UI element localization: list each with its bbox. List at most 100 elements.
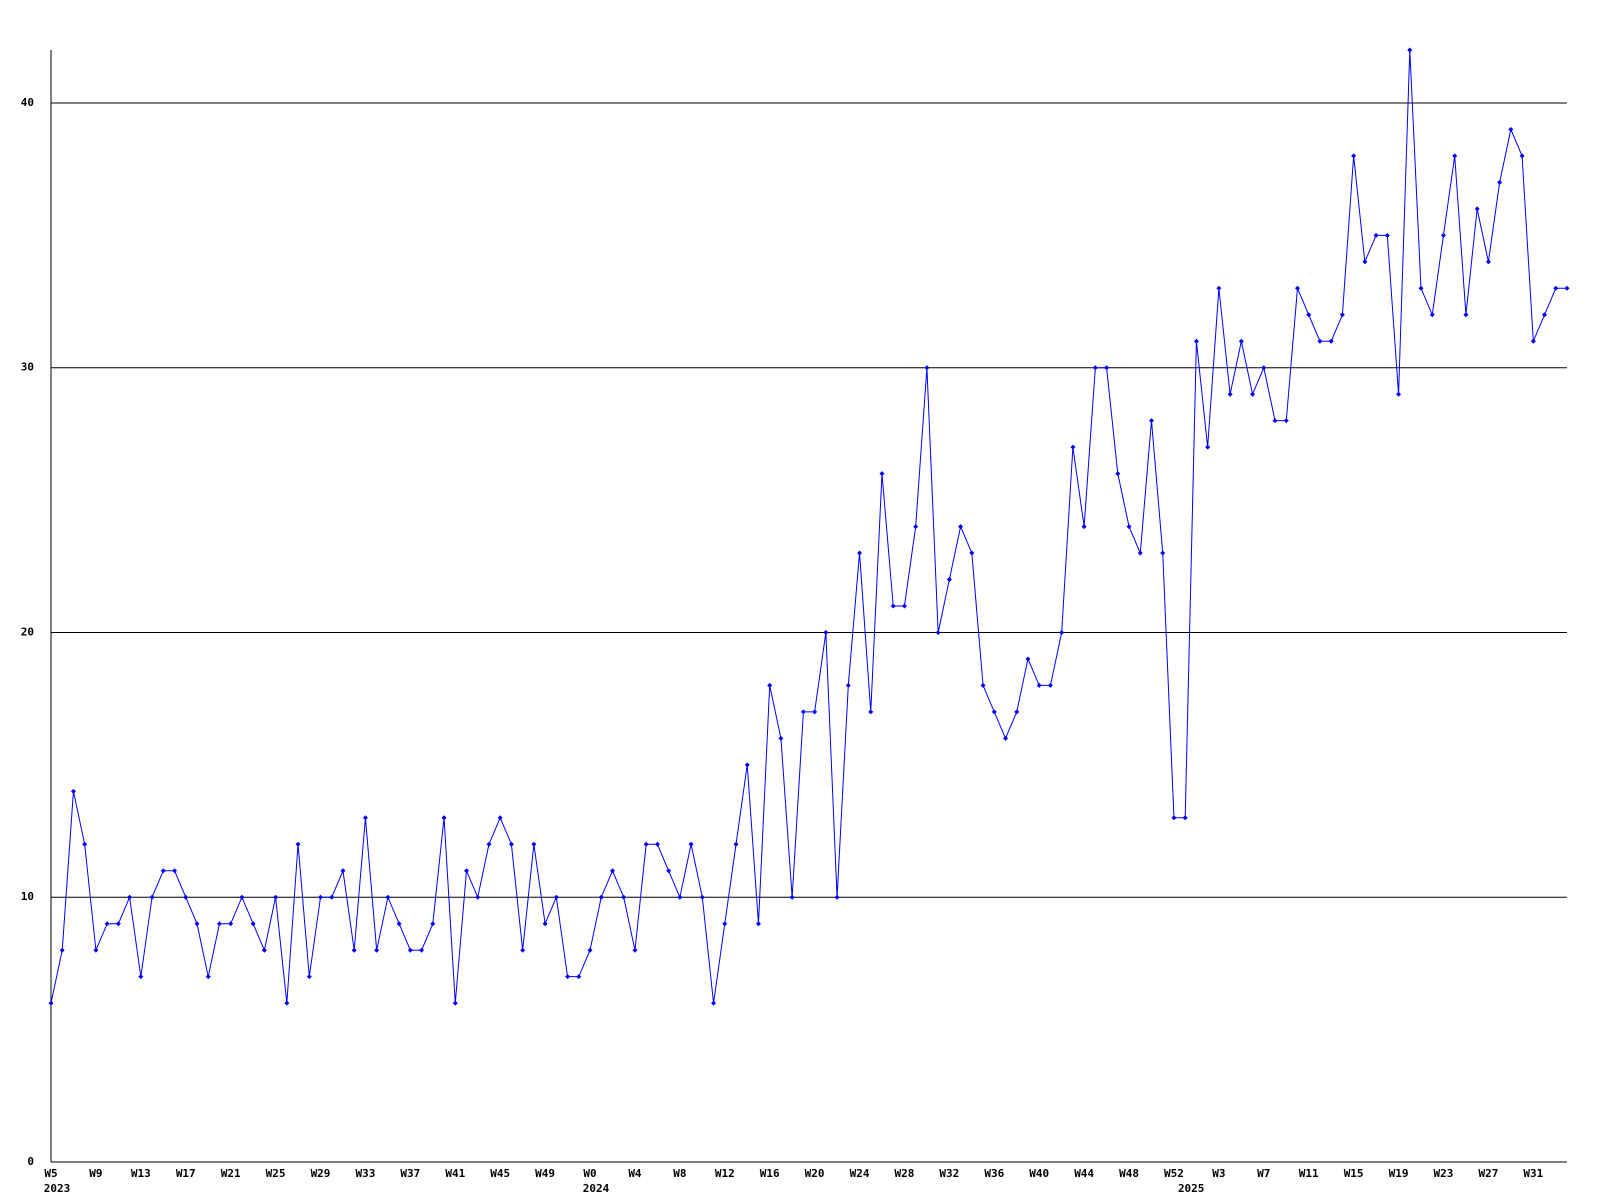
point-marker bbox=[946, 577, 952, 583]
point-marker bbox=[1205, 444, 1211, 450]
point-marker bbox=[1474, 206, 1480, 212]
point-marker bbox=[1261, 365, 1267, 371]
point-marker bbox=[834, 894, 840, 900]
point-marker bbox=[250, 921, 256, 927]
point-marker bbox=[1059, 629, 1065, 635]
y-tick-label: 30 bbox=[21, 361, 34, 374]
point-marker bbox=[1283, 418, 1289, 424]
point-marker bbox=[1227, 391, 1233, 397]
point-marker bbox=[1047, 682, 1053, 688]
point-marker bbox=[1497, 179, 1503, 185]
point-marker bbox=[1171, 815, 1177, 821]
x-tick-label: W31 bbox=[1523, 1167, 1543, 1180]
x-tick-label: W0 bbox=[583, 1167, 596, 1180]
x-tick-label: W41 bbox=[445, 1167, 465, 1180]
point-marker bbox=[643, 841, 649, 847]
point-marker bbox=[868, 709, 874, 715]
point-marker bbox=[452, 1000, 458, 1006]
x-tick-label: W7 bbox=[1257, 1167, 1270, 1180]
point-marker bbox=[362, 815, 368, 821]
point-marker bbox=[767, 682, 773, 688]
point-marker bbox=[329, 894, 335, 900]
point-marker bbox=[1328, 338, 1334, 344]
point-marker bbox=[1351, 153, 1357, 159]
point-marker bbox=[1373, 232, 1379, 238]
x-tick-label: W17 bbox=[176, 1167, 196, 1180]
point-marker bbox=[1003, 735, 1009, 741]
point-marker bbox=[172, 868, 178, 874]
point-marker bbox=[1294, 285, 1300, 291]
x-tick-label: W33 bbox=[355, 1167, 375, 1180]
point-marker bbox=[1339, 312, 1345, 318]
point-marker bbox=[82, 841, 88, 847]
x-year-label: 2025 bbox=[1178, 1182, 1205, 1195]
x-tick-label: W27 bbox=[1478, 1167, 1498, 1180]
point-marker bbox=[1104, 365, 1110, 371]
point-marker bbox=[1463, 312, 1469, 318]
point-marker bbox=[374, 947, 380, 953]
point-marker bbox=[475, 894, 481, 900]
x-tick-label: W8 bbox=[673, 1167, 686, 1180]
point-marker bbox=[127, 894, 133, 900]
point-marker bbox=[654, 841, 660, 847]
point-marker bbox=[711, 1000, 717, 1006]
point-marker bbox=[924, 365, 930, 371]
point-marker bbox=[991, 709, 997, 715]
point-marker bbox=[890, 603, 896, 609]
x-tick-label: W21 bbox=[221, 1167, 241, 1180]
x-year-label: 2023 bbox=[44, 1182, 71, 1195]
point-marker bbox=[463, 868, 469, 874]
point-marker bbox=[935, 629, 941, 635]
point-marker bbox=[1137, 550, 1143, 556]
x-tick-label: W28 bbox=[895, 1167, 915, 1180]
x-tick-label: W25 bbox=[266, 1167, 286, 1180]
point-marker bbox=[1092, 365, 1098, 371]
point-marker bbox=[1272, 418, 1278, 424]
series-line bbox=[50, 49, 1567, 1004]
point-marker bbox=[508, 841, 514, 847]
point-marker bbox=[486, 841, 492, 847]
x-tick-label: W37 bbox=[400, 1167, 420, 1180]
x-tick-label: W3 bbox=[1212, 1167, 1225, 1180]
point-marker bbox=[789, 894, 795, 900]
point-marker bbox=[1025, 656, 1031, 662]
x-tick-label: W4 bbox=[628, 1167, 642, 1180]
y-tick-label: 0 bbox=[27, 1155, 34, 1168]
point-marker bbox=[1362, 259, 1368, 265]
x-tick-label: W19 bbox=[1389, 1167, 1409, 1180]
point-marker bbox=[115, 921, 121, 927]
x-year-label: 2024 bbox=[583, 1182, 610, 1195]
point-marker bbox=[733, 841, 739, 847]
x-tick-label: W9 bbox=[89, 1167, 102, 1180]
point-marker bbox=[980, 682, 986, 688]
y-tick-label: 10 bbox=[21, 890, 34, 903]
point-marker bbox=[1553, 285, 1559, 291]
point-marker bbox=[1485, 259, 1491, 265]
point-marker bbox=[1306, 312, 1312, 318]
x-tick-label: W48 bbox=[1119, 1167, 1139, 1180]
x-tick-label: W40 bbox=[1029, 1167, 1049, 1180]
point-marker bbox=[1508, 126, 1514, 132]
point-marker bbox=[969, 550, 975, 556]
point-marker bbox=[160, 868, 166, 874]
point-marker bbox=[913, 524, 919, 530]
point-marker bbox=[93, 947, 99, 953]
point-marker bbox=[48, 1000, 54, 1006]
x-tick-label: W16 bbox=[760, 1167, 780, 1180]
point-marker bbox=[1193, 338, 1199, 344]
point-marker bbox=[587, 947, 593, 953]
point-marker bbox=[1519, 153, 1525, 159]
point-marker bbox=[295, 841, 301, 847]
point-marker bbox=[497, 815, 503, 821]
point-marker bbox=[1182, 815, 1188, 821]
point-marker bbox=[104, 921, 110, 927]
point-marker bbox=[845, 682, 851, 688]
point-marker bbox=[1407, 47, 1413, 53]
point-marker bbox=[520, 947, 526, 953]
point-marker bbox=[216, 921, 222, 927]
point-marker bbox=[1564, 285, 1570, 291]
point-marker bbox=[755, 921, 761, 927]
x-tick-label: W20 bbox=[805, 1167, 825, 1180]
x-tick-label: W29 bbox=[311, 1167, 331, 1180]
x-tick-label: W45 bbox=[490, 1167, 510, 1180]
